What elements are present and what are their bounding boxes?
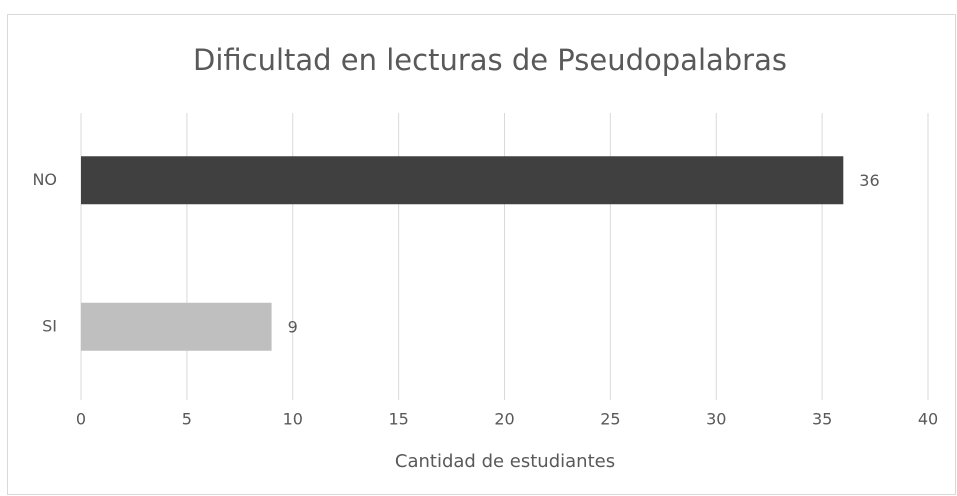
x-tick-label: 10 [283, 410, 303, 429]
y-tick-label: NO [32, 170, 57, 189]
bar [81, 302, 272, 351]
y-tick-label: SI [42, 316, 57, 335]
data-label: 36 [859, 171, 879, 190]
chart-title: Dificultad en lecturas de Pseudopalabras [193, 43, 787, 77]
x-axis-title: Cantidad de estudiantes [395, 451, 615, 472]
data-label: 9 [288, 317, 298, 336]
x-tick-label: 40 [918, 410, 938, 429]
x-tick-label: 20 [494, 410, 514, 429]
x-tick-label: 30 [706, 410, 726, 429]
bar [81, 156, 844, 205]
x-tick-label: 5 [182, 410, 192, 429]
x-tick-label: 15 [388, 410, 408, 429]
chart-border [7, 14, 956, 495]
x-tick-label: 35 [812, 410, 832, 429]
x-tick-label: 25 [600, 410, 620, 429]
x-tick-label: 0 [76, 410, 86, 429]
